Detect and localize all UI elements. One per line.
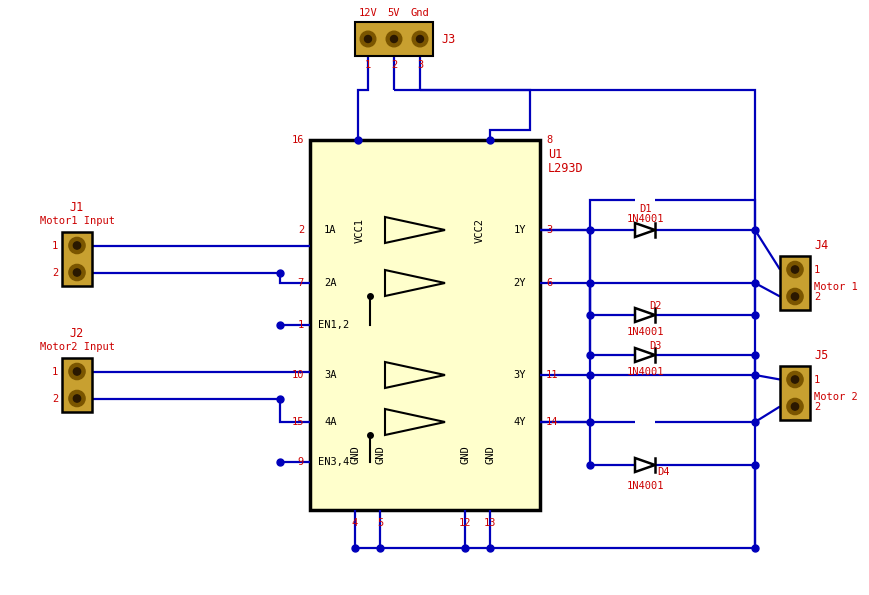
Text: 4Y: 4Y (514, 417, 526, 427)
Bar (310, 140, 540, 510)
Text: 9: 9 (298, 457, 304, 467)
Circle shape (787, 371, 803, 387)
Text: 3: 3 (417, 60, 423, 70)
Text: 15: 15 (291, 417, 304, 427)
Circle shape (73, 242, 81, 249)
Text: D1: D1 (639, 204, 651, 214)
Circle shape (787, 399, 803, 415)
Text: GND: GND (460, 446, 470, 464)
Text: EN1,2: EN1,2 (318, 320, 349, 330)
Circle shape (73, 368, 81, 375)
Text: Motor 1: Motor 1 (814, 282, 858, 292)
Text: VCC2: VCC2 (475, 218, 485, 243)
Text: 16: 16 (291, 135, 304, 145)
Text: 2: 2 (814, 292, 820, 302)
Text: 1: 1 (365, 60, 371, 70)
Text: 12: 12 (459, 518, 471, 528)
Text: Motor2 Input: Motor2 Input (39, 342, 115, 352)
Bar (62, 232, 92, 286)
Text: 1: 1 (52, 240, 58, 250)
Circle shape (787, 261, 803, 278)
Circle shape (364, 36, 372, 42)
Text: J2: J2 (70, 327, 84, 340)
Text: Motor1 Input: Motor1 Input (39, 216, 115, 226)
Circle shape (73, 395, 81, 402)
Text: 1: 1 (52, 367, 58, 377)
Text: D4: D4 (657, 467, 669, 477)
Text: 7: 7 (298, 278, 304, 288)
Text: 2Y: 2Y (514, 278, 526, 288)
Text: J5: J5 (814, 349, 828, 362)
Text: 2: 2 (52, 393, 58, 403)
Text: 2A: 2A (324, 278, 336, 288)
Text: 10: 10 (291, 370, 304, 380)
Text: 1: 1 (814, 265, 820, 274)
Circle shape (69, 364, 85, 380)
Circle shape (787, 289, 803, 305)
Text: U1: U1 (548, 148, 562, 161)
Text: 14: 14 (546, 417, 559, 427)
Circle shape (390, 36, 397, 42)
Text: 13: 13 (484, 518, 496, 528)
Circle shape (792, 293, 799, 300)
Text: GND: GND (485, 446, 495, 464)
Circle shape (73, 269, 81, 276)
Text: D2: D2 (649, 301, 661, 311)
Circle shape (792, 403, 799, 410)
Text: 8: 8 (546, 135, 553, 145)
Text: 1: 1 (814, 374, 820, 384)
Circle shape (360, 31, 375, 47)
Circle shape (69, 264, 85, 281)
Text: GND: GND (375, 446, 385, 464)
Text: 2: 2 (298, 225, 304, 235)
Text: 1Y: 1Y (514, 225, 526, 235)
Circle shape (69, 390, 85, 406)
Text: 3A: 3A (324, 370, 336, 380)
Text: GND: GND (350, 446, 360, 464)
Circle shape (69, 237, 85, 253)
Text: 2: 2 (391, 60, 397, 70)
Text: J1: J1 (70, 201, 84, 214)
Text: 5: 5 (377, 518, 383, 528)
Circle shape (416, 36, 423, 42)
Text: 1N4001: 1N4001 (627, 367, 664, 377)
Text: 1N4001: 1N4001 (627, 481, 664, 491)
Bar (355, 22, 433, 56)
Text: EN3,4: EN3,4 (318, 457, 349, 467)
Text: L293D: L293D (548, 162, 584, 175)
Bar (780, 366, 810, 420)
Text: Motor 2: Motor 2 (814, 392, 858, 402)
Text: 11: 11 (546, 370, 559, 380)
Circle shape (412, 31, 428, 47)
Text: Gnd: Gnd (411, 8, 429, 18)
Text: 5V: 5V (388, 8, 401, 18)
Text: D3: D3 (649, 341, 661, 351)
Text: 3: 3 (546, 225, 553, 235)
Text: 1N4001: 1N4001 (627, 214, 664, 224)
Text: 12V: 12V (359, 8, 377, 18)
Text: 2: 2 (814, 402, 820, 412)
Bar (780, 256, 810, 310)
Text: J4: J4 (814, 239, 828, 252)
Text: 1N4001: 1N4001 (627, 327, 664, 337)
Circle shape (792, 266, 799, 273)
Text: 2: 2 (52, 268, 58, 277)
Text: VCC1: VCC1 (355, 218, 365, 243)
Text: 1: 1 (298, 320, 304, 330)
Text: 3Y: 3Y (514, 370, 526, 380)
Text: 6: 6 (546, 278, 553, 288)
Circle shape (386, 31, 401, 47)
Text: J3: J3 (441, 33, 455, 45)
Text: 1A: 1A (324, 225, 336, 235)
Text: 4: 4 (352, 518, 358, 528)
Text: 4A: 4A (324, 417, 336, 427)
Circle shape (792, 376, 799, 383)
Bar (62, 358, 92, 412)
